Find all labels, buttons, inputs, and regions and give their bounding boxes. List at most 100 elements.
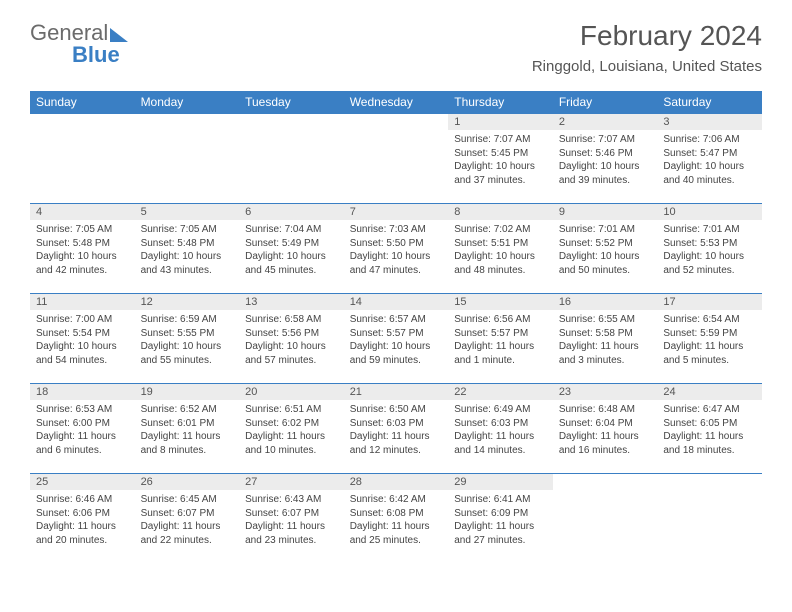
day-data-line: Daylight: 11 hours bbox=[454, 520, 547, 534]
day-data-line: Sunrise: 7:00 AM bbox=[36, 313, 129, 327]
day-number: 23 bbox=[553, 384, 658, 400]
day-data-line: and 1 minute. bbox=[454, 354, 547, 368]
dayname-header: Thursday bbox=[448, 91, 553, 114]
day-data-line: Sunset: 6:08 PM bbox=[350, 507, 443, 521]
day-data-line: Sunset: 6:03 PM bbox=[350, 417, 443, 431]
day-data-line: Sunset: 6:00 PM bbox=[36, 417, 129, 431]
calendar-day-cell: 18 Sunrise: 6:53 AMSunset: 6:00 PMDayligh… bbox=[30, 384, 135, 474]
day-data-line: Sunset: 5:57 PM bbox=[454, 327, 547, 341]
calendar-day-cell: 23Sunrise: 6:48 AMSunset: 6:04 PMDayligh… bbox=[553, 384, 658, 474]
calendar-day-cell: 10Sunrise: 7:01 AMSunset: 5:53 PMDayligh… bbox=[657, 204, 762, 294]
day-data-line: and 23 minutes. bbox=[245, 534, 338, 548]
logo: General Blue bbox=[30, 20, 128, 68]
day-data-line: Sunset: 5:52 PM bbox=[559, 237, 652, 251]
calendar-week-row: ........1Sunrise: 7:07 AMSunset: 5:45 PM… bbox=[30, 114, 762, 204]
day-data-line: Sunrise: 6:43 AM bbox=[245, 493, 338, 507]
day-number: 13 bbox=[239, 294, 344, 310]
day-number: 21 bbox=[344, 384, 449, 400]
calendar-day-cell: 22Sunrise: 6:49 AMSunset: 6:03 PMDayligh… bbox=[448, 384, 553, 474]
day-data-line: Sunrise: 6:54 AM bbox=[663, 313, 756, 327]
day-number: 20 bbox=[239, 384, 344, 400]
day-data-line: Daylight: 11 hours bbox=[663, 340, 756, 354]
day-data-line: and 52 minutes. bbox=[663, 264, 756, 278]
month-title: February 2024 bbox=[532, 20, 762, 52]
day-data-line: and 27 minutes. bbox=[454, 534, 547, 548]
dayname-header: Saturday bbox=[657, 91, 762, 114]
day-data-line: and 10 minutes. bbox=[245, 444, 338, 458]
day-data-line: Sunrise: 7:05 AM bbox=[141, 223, 234, 237]
calendar-week-row: 4Sunrise: 7:05 AMSunset: 5:48 PMDaylight… bbox=[30, 204, 762, 294]
calendar-day-cell: 13Sunrise: 6:58 AMSunset: 5:56 PMDayligh… bbox=[239, 294, 344, 384]
day-data: Sunrise: 6:50 AMSunset: 6:03 PMDaylight:… bbox=[344, 400, 449, 460]
day-number: 18 bbox=[30, 384, 135, 400]
logo-sail-icon bbox=[110, 28, 128, 42]
calendar-day-cell: 28Sunrise: 6:42 AMSunset: 6:08 PMDayligh… bbox=[344, 474, 449, 564]
calendar-day-cell: 24Sunrise: 6:47 AMSunset: 6:05 PMDayligh… bbox=[657, 384, 762, 474]
day-data: Sunrise: 6:47 AMSunset: 6:05 PMDaylight:… bbox=[657, 400, 762, 460]
day-data-line: Sunrise: 6:45 AM bbox=[141, 493, 234, 507]
calendar-day-cell: 16Sunrise: 6:55 AMSunset: 5:58 PMDayligh… bbox=[553, 294, 658, 384]
day-data-line: Sunset: 5:55 PM bbox=[141, 327, 234, 341]
day-data-line: Sunrise: 6:41 AM bbox=[454, 493, 547, 507]
day-data-line: Sunset: 5:45 PM bbox=[454, 147, 547, 161]
day-number: 19 bbox=[135, 384, 240, 400]
calendar-day-cell: 15Sunrise: 6:56 AMSunset: 5:57 PMDayligh… bbox=[448, 294, 553, 384]
day-data-line: Daylight: 11 hours bbox=[350, 430, 443, 444]
day-data: Sunrise: 7:01 AMSunset: 5:52 PMDaylight:… bbox=[553, 220, 658, 280]
calendar-day-cell: .. bbox=[239, 114, 344, 204]
day-data-line: Daylight: 11 hours bbox=[141, 430, 234, 444]
calendar-week-row: 11Sunrise: 7:00 AMSunset: 5:54 PMDayligh… bbox=[30, 294, 762, 384]
day-data-line: Sunset: 6:03 PM bbox=[454, 417, 547, 431]
calendar-day-cell: 19Sunrise: 6:52 AMSunset: 6:01 PMDayligh… bbox=[135, 384, 240, 474]
day-number: 2 bbox=[553, 114, 658, 130]
day-data-line: Sunset: 6:04 PM bbox=[559, 417, 652, 431]
day-data-line: Daylight: 10 hours bbox=[245, 250, 338, 264]
day-data-line: Sunrise: 6:55 AM bbox=[559, 313, 652, 327]
day-number: 6 bbox=[239, 204, 344, 220]
day-data-line: and 39 minutes. bbox=[559, 174, 652, 188]
day-data-line: Sunset: 5:51 PM bbox=[454, 237, 547, 251]
dayname-header: Sunday bbox=[30, 91, 135, 114]
day-data-line: and 45 minutes. bbox=[245, 264, 338, 278]
day-number: 11 bbox=[30, 294, 135, 310]
day-data-line: Sunset: 5:49 PM bbox=[245, 237, 338, 251]
day-data-line: Sunrise: 7:06 AM bbox=[663, 133, 756, 147]
calendar-day-cell: 17Sunrise: 6:54 AMSunset: 5:59 PMDayligh… bbox=[657, 294, 762, 384]
day-data-line: and 59 minutes. bbox=[350, 354, 443, 368]
calendar-day-cell: .. bbox=[553, 474, 658, 564]
day-data: Sunrise: 7:06 AMSunset: 5:47 PMDaylight:… bbox=[657, 130, 762, 190]
day-data-line: Daylight: 11 hours bbox=[36, 430, 129, 444]
day-data: Sunrise: 7:07 AMSunset: 5:45 PMDaylight:… bbox=[448, 130, 553, 190]
calendar-day-cell: 26Sunrise: 6:45 AMSunset: 6:07 PMDayligh… bbox=[135, 474, 240, 564]
day-number: 14 bbox=[344, 294, 449, 310]
day-data-line: and 14 minutes. bbox=[454, 444, 547, 458]
day-data: Sunrise: 6:48 AMSunset: 6:04 PMDaylight:… bbox=[553, 400, 658, 460]
day-number: 12 bbox=[135, 294, 240, 310]
day-data-line: and 42 minutes. bbox=[36, 264, 129, 278]
day-data-line: Daylight: 10 hours bbox=[454, 160, 547, 174]
day-number: 24 bbox=[657, 384, 762, 400]
day-data-line: and 37 minutes. bbox=[454, 174, 547, 188]
day-data-line: and 47 minutes. bbox=[350, 264, 443, 278]
day-data-line: Daylight: 11 hours bbox=[663, 430, 756, 444]
day-data: Sunrise: 6:58 AMSunset: 5:56 PMDaylight:… bbox=[239, 310, 344, 370]
day-data-line: and 6 minutes. bbox=[36, 444, 129, 458]
day-data-line: Sunrise: 7:07 AM bbox=[454, 133, 547, 147]
day-number: 26 bbox=[135, 474, 240, 490]
day-data-line: Sunrise: 6:42 AM bbox=[350, 493, 443, 507]
day-data-line: and 25 minutes. bbox=[350, 534, 443, 548]
calendar-day-cell: 29Sunrise: 6:41 AMSunset: 6:09 PMDayligh… bbox=[448, 474, 553, 564]
day-data-line: Sunset: 5:50 PM bbox=[350, 237, 443, 251]
day-data-line: Sunrise: 6:53 AM bbox=[36, 403, 129, 417]
day-data-line: Sunrise: 7:01 AM bbox=[663, 223, 756, 237]
day-data-line: Daylight: 11 hours bbox=[245, 520, 338, 534]
calendar-day-cell: 14Sunrise: 6:57 AMSunset: 5:57 PMDayligh… bbox=[344, 294, 449, 384]
day-data-line: Daylight: 10 hours bbox=[663, 250, 756, 264]
day-data-line: Sunrise: 6:52 AM bbox=[141, 403, 234, 417]
day-data-line: Daylight: 10 hours bbox=[559, 250, 652, 264]
day-data-line: Sunrise: 6:56 AM bbox=[454, 313, 547, 327]
day-data: Sunrise: 6:46 AMSunset: 6:06 PMDaylight:… bbox=[30, 490, 135, 550]
day-number: 1 bbox=[448, 114, 553, 130]
day-data: Sunrise: 7:07 AMSunset: 5:46 PMDaylight:… bbox=[553, 130, 658, 190]
day-data-line: and 3 minutes. bbox=[559, 354, 652, 368]
